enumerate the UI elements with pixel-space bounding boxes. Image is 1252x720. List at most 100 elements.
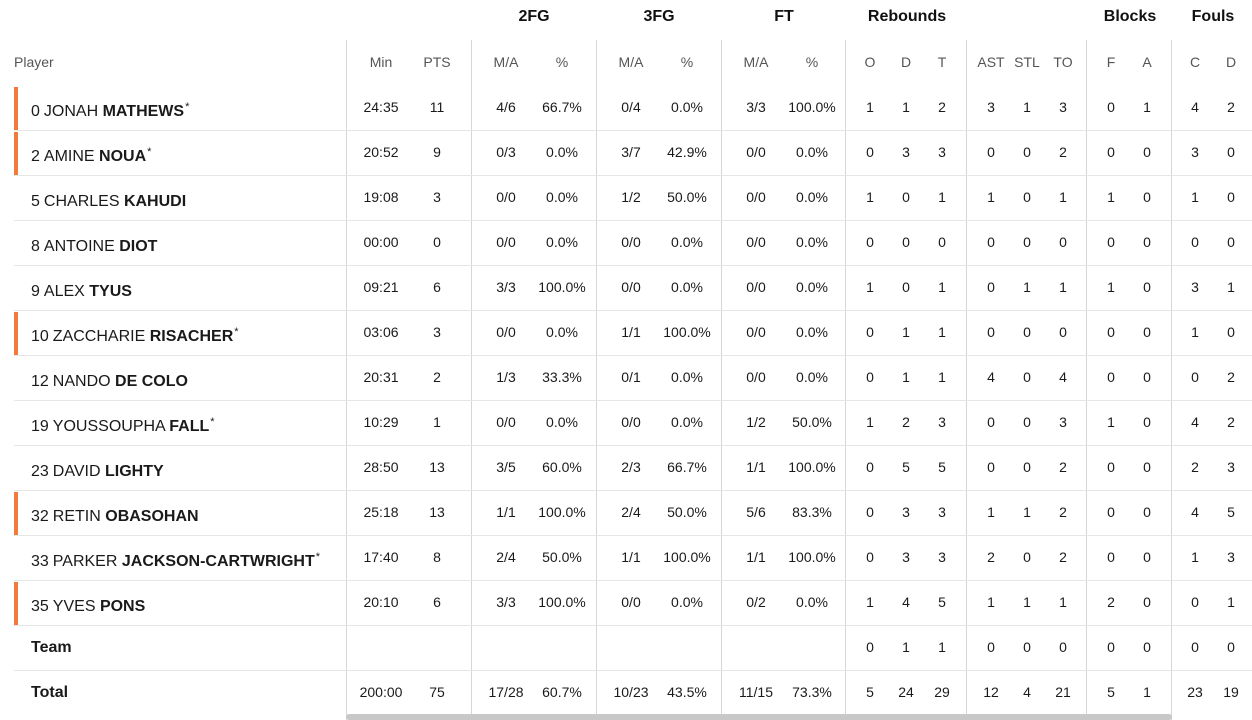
col-rebounds-total[interactable]: T [937, 54, 947, 70]
group-2fg: 2FG [518, 8, 550, 25]
player-name[interactable]: 35 YVES PONS [31, 580, 146, 625]
player-name[interactable]: 0 JONAH MATHEWS* [31, 85, 189, 130]
col-ft-made-attempted[interactable]: M/A [743, 54, 769, 70]
stat-cell-fg3-pct: 50.0% [667, 504, 707, 520]
first-name: CHARLES [43, 193, 120, 210]
stat-cell-min: 25:18 [363, 504, 399, 520]
summary-row: Total 200:00 75 17/28 60.7% 10/23 43.5% 11/15 73… [14, 670, 1252, 715]
stat-cell-blk-a: 0 [1143, 639, 1151, 655]
stat-cell-blk-f: 2 [1107, 594, 1115, 610]
col-turnovers[interactable]: TO [1053, 54, 1073, 70]
group-ft: FT [774, 8, 794, 25]
stat-cell-fg3-pct: 66.7% [667, 459, 707, 475]
col-blocks-against[interactable]: A [1142, 54, 1152, 70]
table-row: 0 JONAH MATHEWS* 24:35 11 4/6 66.7% 0/4 0.0% 3/3… [14, 85, 1252, 131]
stat-cell-foul-c: 3 [1191, 144, 1199, 160]
starter-star: * [315, 551, 321, 563]
horizontal-scrollbar[interactable] [346, 714, 1172, 720]
player-name[interactable]: 10 ZACCHARIE RISACHER* [31, 310, 239, 355]
last-name: RISACHER [149, 328, 234, 345]
stat-cell-fg3-ma: 1/2 [621, 189, 641, 205]
stat-cell-min: 00:00 [363, 234, 399, 250]
stat-cell-to: 1 [1059, 594, 1067, 610]
stat-cell-min: 03:06 [363, 324, 399, 340]
stat-cell-reb-d: 24 [898, 684, 914, 700]
stat-cell-reb-o: 1 [866, 279, 874, 295]
stat-cell-reb-d: 1 [902, 639, 910, 655]
first-name: JONAH [43, 103, 99, 120]
stat-cell-to: 4 [1059, 369, 1067, 385]
table-row: 35 YVES PONS 20:10 6 3/3 100.0% 0/0 0.0% 0/2 0.0%… [14, 580, 1252, 626]
stat-cell-foul-c: 4 [1191, 504, 1199, 520]
table-row: 10 ZACCHARIE RISACHER* 03:06 3 0/0 0.0% 1/1 100… [14, 310, 1252, 356]
stat-cell-reb-o: 0 [866, 459, 874, 475]
stat-cell-ft-pct: 0.0% [796, 369, 828, 385]
col-pts[interactable]: PTS [423, 54, 451, 70]
stat-cell-blk-a: 0 [1143, 594, 1151, 610]
stat-cell-ft-pct: 73.3% [792, 684, 832, 700]
stat-cell-ast: 0 [987, 324, 995, 340]
stat-cell-ft-pct: 0.0% [796, 189, 828, 205]
player-name[interactable]: 23 DAVID LIGHTY [31, 445, 165, 490]
stat-cell-reb-t: 1 [938, 279, 946, 295]
stat-cell-ft-ma: 1/1 [746, 549, 766, 565]
first-name: YVES [52, 598, 96, 615]
player-name[interactable]: 9 ALEX TYUS [31, 265, 133, 310]
stat-cell-stl: 0 [1023, 549, 1031, 565]
stat-cell-reb-o: 0 [866, 234, 874, 250]
stat-cell-fg2-pct: 0.0% [546, 144, 578, 160]
player-name[interactable]: 8 ANTOINE DIOT [31, 220, 158, 265]
stat-cell-foul-d: 19 [1223, 684, 1239, 700]
player-name[interactable]: 32 RETIN OBASOHAN [31, 490, 200, 535]
col-3fg-percent[interactable]: % [680, 54, 694, 70]
col-rebounds-offensive[interactable]: O [864, 54, 876, 70]
col-2fg-made-attempted[interactable]: M/A [493, 54, 519, 70]
stat-cell-reb-o: 1 [866, 189, 874, 205]
last-name: LIGHTY [104, 463, 164, 480]
stat-cell-ast: 1 [987, 594, 995, 610]
player-name[interactable]: 12 NANDO DE COLO [31, 355, 189, 400]
jersey-number: 8 [31, 238, 40, 255]
stat-cell-foul-d: 0 [1227, 639, 1235, 655]
stat-cell-blk-f: 5 [1107, 684, 1115, 700]
col-3fg-made-attempted[interactable]: M/A [618, 54, 644, 70]
stat-cell-foul-d: 0 [1227, 189, 1235, 205]
stat-cell-fg2-pct: 50.0% [542, 549, 582, 565]
stat-cell-ft-ma: 0/0 [746, 279, 766, 295]
stat-cell-to: 2 [1059, 459, 1067, 475]
stat-cell-reb-o: 0 [866, 639, 874, 655]
stat-cell-fg2-ma: 0/0 [496, 189, 516, 205]
stat-cell-ft-ma: 1/2 [746, 414, 766, 430]
starter-star: * [147, 146, 152, 158]
stat-cell-pts: 0 [433, 234, 441, 250]
stat-cell-fg3-pct: 0.0% [671, 369, 703, 385]
player-name[interactable]: 19 YOUSSOUPHA FALL* [31, 400, 215, 445]
stat-cell-reb-o: 0 [866, 144, 874, 160]
stat-cell-fg2-ma: 4/6 [496, 99, 516, 115]
last-name: PONS [99, 598, 146, 615]
player-name[interactable]: 2 AMINE NOUA* [31, 130, 151, 175]
stat-cell-blk-f: 0 [1107, 504, 1115, 520]
stat-cell-fg3-ma: 1/1 [621, 324, 641, 340]
last-name: FALL [169, 418, 210, 435]
col-min[interactable]: Min [369, 54, 393, 70]
jersey-number: 23 [31, 463, 49, 480]
col-fouls-drawn[interactable]: D [1225, 54, 1237, 70]
col-ft-percent[interactable]: % [805, 54, 819, 70]
stat-cell-fg2-ma: 3/3 [496, 279, 516, 295]
col-2fg-percent[interactable]: % [555, 54, 569, 70]
stat-cell-fg2-pct: 100.0% [538, 504, 586, 520]
col-fouls-committed[interactable]: C [1189, 54, 1201, 70]
first-name: RETIN [52, 508, 101, 525]
jersey-number: 10 [31, 328, 49, 345]
col-assists[interactable]: AST [977, 54, 1005, 70]
col-rebounds-defensive[interactable]: D [900, 54, 912, 70]
stat-cell-foul-d: 1 [1227, 279, 1235, 295]
player-name[interactable]: 33 PARKER JACKSON-CARTWRIGHT* [31, 535, 320, 580]
col-player[interactable]: Player [14, 54, 54, 70]
col-steals[interactable]: STL [1014, 54, 1040, 70]
player-name[interactable]: 5 CHARLES KAHUDI [31, 175, 187, 220]
stat-cell-to: 3 [1059, 99, 1067, 115]
stat-cell-reb-o: 0 [866, 504, 874, 520]
col-blocks-for[interactable]: F [1106, 54, 1116, 70]
